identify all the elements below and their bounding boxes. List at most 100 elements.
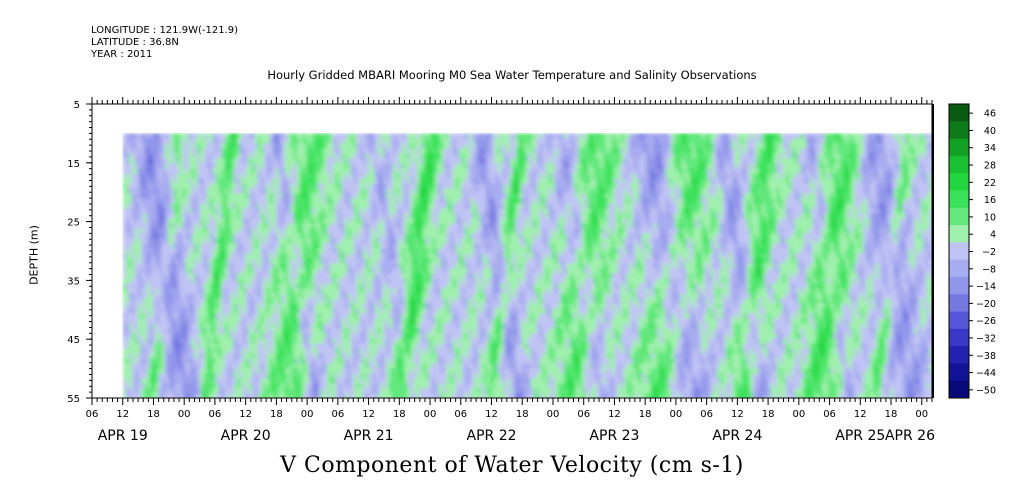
velocity-cell <box>197 308 202 314</box>
velocity-cell <box>287 388 292 394</box>
velocity-cell <box>299 138 304 144</box>
velocity-cell <box>167 313 172 319</box>
velocity-cell <box>176 313 181 319</box>
velocity-cell <box>350 278 355 284</box>
velocity-cell <box>206 208 211 214</box>
velocity-cell <box>311 153 316 159</box>
velocity-cell <box>290 233 295 239</box>
velocity-cell <box>224 138 229 144</box>
velocity-cell <box>236 363 241 369</box>
velocity-cell <box>338 198 343 204</box>
velocity-cell <box>191 258 196 264</box>
velocity-cell <box>344 388 349 394</box>
velocity-cell <box>314 363 319 369</box>
velocity-cell <box>335 203 340 209</box>
velocity-cell <box>218 213 223 219</box>
velocity-cell <box>299 133 304 139</box>
velocity-cell <box>263 343 268 349</box>
velocity-cell <box>329 318 334 324</box>
velocity-cell <box>368 308 373 314</box>
velocity-cell <box>209 388 214 394</box>
velocity-cell <box>206 273 211 279</box>
velocity-cell <box>347 153 352 159</box>
velocity-cell <box>395 138 400 144</box>
velocity-cell <box>170 248 175 254</box>
velocity-cell <box>212 268 217 274</box>
velocity-cell <box>329 358 334 364</box>
velocity-cell <box>203 158 208 164</box>
velocity-cell <box>197 373 202 379</box>
velocity-cell <box>155 228 160 234</box>
velocity-cell <box>203 133 208 139</box>
velocity-cell <box>143 268 148 274</box>
velocity-cell <box>254 343 259 349</box>
velocity-cell <box>248 373 253 379</box>
velocity-cell <box>308 148 313 154</box>
velocity-cell <box>362 283 367 289</box>
velocity-cell <box>200 393 205 398</box>
velocity-cell <box>137 163 142 169</box>
velocity-cell <box>161 278 166 284</box>
velocity-cell <box>239 313 244 319</box>
velocity-cell <box>347 253 352 259</box>
velocity-cell <box>272 213 277 219</box>
velocity-cell <box>125 318 130 324</box>
velocity-cell <box>365 328 370 334</box>
velocity-cell <box>323 143 328 149</box>
velocity-cell <box>143 213 148 219</box>
velocity-cell <box>125 288 130 294</box>
velocity-cell <box>332 353 337 359</box>
velocity-cell <box>314 233 319 239</box>
velocity-cell <box>365 228 370 234</box>
velocity-cell <box>302 368 307 374</box>
velocity-cell <box>218 158 223 164</box>
velocity-cell <box>251 183 256 189</box>
velocity-cell <box>326 173 331 179</box>
velocity-cell <box>170 373 175 379</box>
velocity-cell <box>269 263 274 269</box>
velocity-cell <box>134 188 139 194</box>
velocity-cell <box>182 213 187 219</box>
velocity-cell <box>215 183 220 189</box>
velocity-cell <box>176 343 181 349</box>
velocity-cell <box>347 203 352 209</box>
velocity-cell <box>311 353 316 359</box>
velocity-cell <box>236 168 241 174</box>
velocity-cell <box>302 138 307 144</box>
velocity-cell <box>320 143 325 149</box>
velocity-cell <box>293 178 298 184</box>
velocity-cell <box>275 178 280 184</box>
velocity-cell <box>401 293 406 299</box>
velocity-cell <box>296 213 301 219</box>
velocity-cell <box>173 253 178 259</box>
velocity-cell <box>278 208 283 214</box>
longitude-label: LONGITUDE : 121.9W(-121.9) <box>91 25 238 36</box>
velocity-cell <box>368 348 373 354</box>
velocity-cell <box>248 288 253 294</box>
velocity-cell <box>299 363 304 369</box>
velocity-cell <box>182 388 187 394</box>
velocity-cell <box>182 328 187 334</box>
velocity-cell <box>176 378 181 384</box>
velocity-cell <box>191 163 196 169</box>
velocity-cell <box>218 163 223 169</box>
velocity-cell <box>299 218 304 224</box>
velocity-cell <box>218 278 223 284</box>
velocity-cell <box>152 273 157 279</box>
velocity-cell <box>368 278 373 284</box>
velocity-cell <box>215 308 220 314</box>
velocity-cell <box>260 378 265 384</box>
velocity-cell <box>134 238 139 244</box>
velocity-cell <box>236 158 241 164</box>
velocity-cell <box>218 328 223 334</box>
velocity-cell <box>179 248 184 254</box>
velocity-cell <box>152 168 157 174</box>
velocity-cell <box>185 328 190 334</box>
velocity-cell <box>284 213 289 219</box>
velocity-cell <box>263 268 268 274</box>
velocity-cell <box>302 323 307 329</box>
velocity-cell <box>170 378 175 384</box>
velocity-cell <box>296 253 301 259</box>
velocity-cell <box>245 138 250 144</box>
velocity-cell <box>299 233 304 239</box>
